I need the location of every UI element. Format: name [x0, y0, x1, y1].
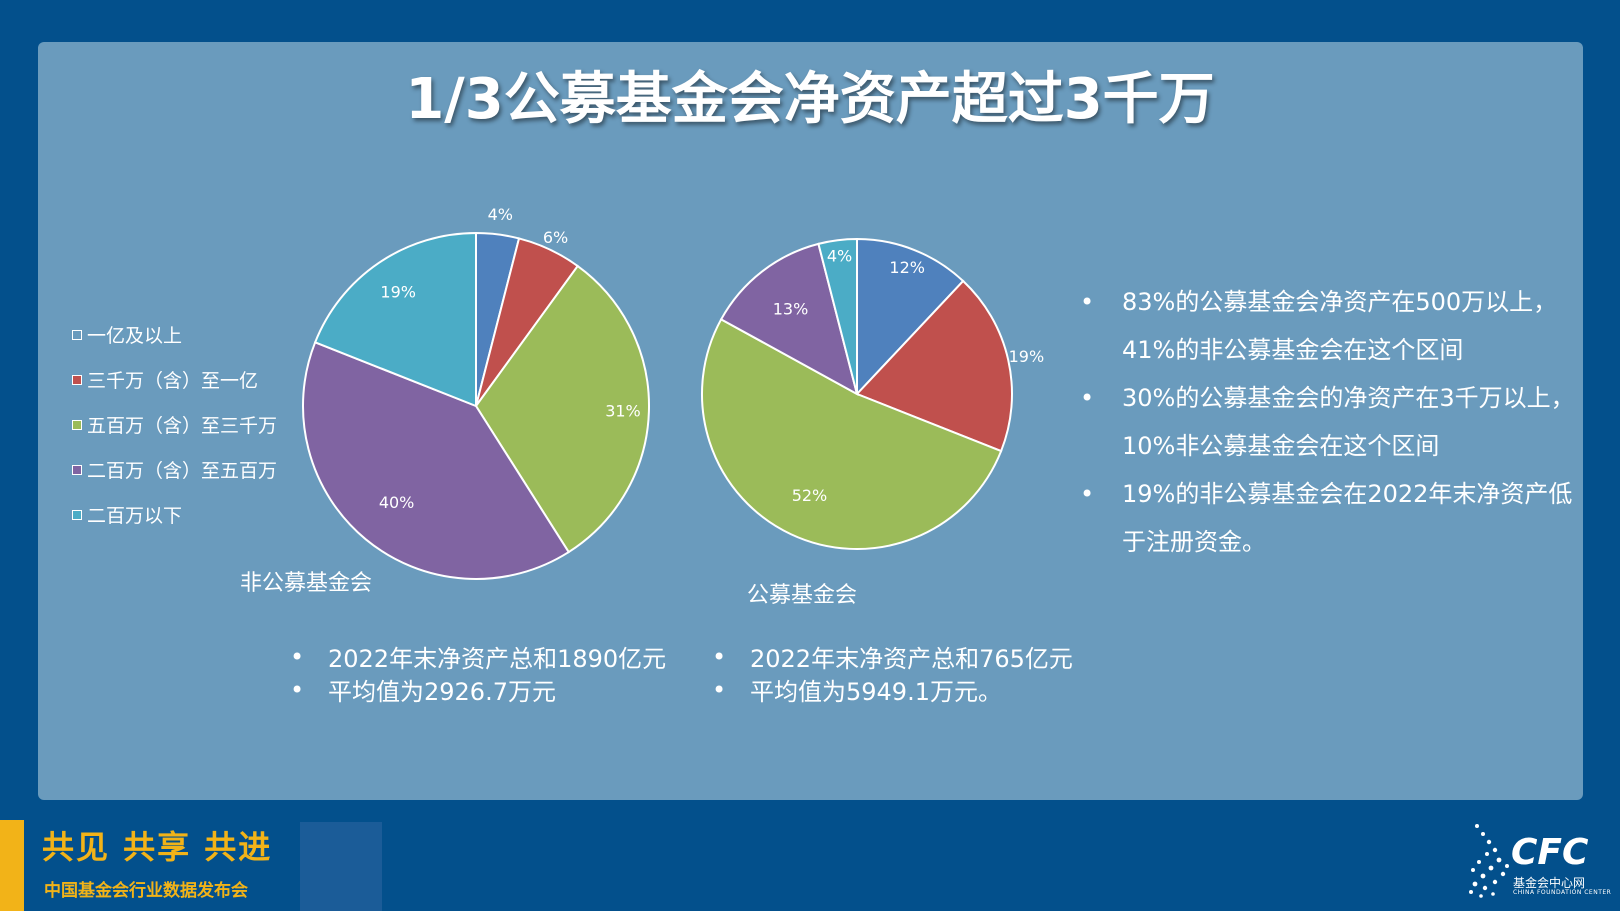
pie-slice	[313, 231, 477, 408]
pie-chart-public: 12% 19% 52% 13% 4%	[701, 237, 1045, 550]
legend-item: 二百万以下	[72, 492, 277, 537]
bullet-dot: •	[290, 675, 305, 704]
legend-label: 二百万（含）至五百万	[87, 460, 278, 482]
legend-item: 三千万（含）至一亿	[72, 357, 277, 402]
finding-item: • 19%的非公募基金会在2022年末净资产低于注册资金。	[1080, 470, 1585, 566]
pie-slice	[302, 341, 571, 580]
finding-item: • 30%的公募基金会的净资产在3千万以上，10%非公募基金会在这个区间	[1080, 374, 1585, 470]
slice-label: 31%	[605, 402, 641, 421]
legend-swatch	[72, 509, 82, 520]
finding-text: 83%的公募基金会净资产在500万以上，41%的非公募基金会在这个区间	[1122, 288, 1558, 364]
legend-swatch	[72, 464, 82, 475]
legend-label: 一亿及以上	[87, 325, 183, 347]
legend: 一亿及以上 三千万（含）至一亿 五百万（含）至三千万 二百万（含）至五百万 二百…	[72, 312, 277, 537]
summary-line: • 平均值为5949.1万元。	[712, 673, 1073, 707]
legend-label: 五百万（含）至三千万	[87, 415, 278, 437]
legend-item: 二百万（含）至五百万	[72, 447, 277, 492]
legend-label: 三千万（含）至一亿	[87, 370, 259, 392]
bullet-dot: •	[712, 642, 727, 671]
finding-item: • 83%的公募基金会净资产在500万以上，41%的非公募基金会在这个区间	[1080, 278, 1585, 374]
slice-label: 4%	[827, 247, 852, 266]
pie-slice	[817, 237, 858, 395]
logo-text: CFC	[1511, 832, 1589, 873]
chart-name-non-public: 非公募基金会	[240, 571, 373, 596]
footer-subtitle: 中国基金会行业数据发布会	[44, 881, 248, 901]
cfc-logo-icon	[1469, 824, 1509, 898]
bullet-dot: •	[1080, 288, 1095, 316]
slice-label: 4%	[488, 205, 513, 224]
legend-item: 五百万（含）至三千万	[72, 402, 277, 447]
pie-slice	[856, 237, 965, 397]
slice-label: 12%	[889, 258, 925, 277]
bullet-dot: •	[1080, 480, 1095, 508]
slice-label: 52%	[792, 486, 828, 505]
non-public-summary: • 2022年末净资产总和1890亿元 • 平均值为2926.7万元	[290, 640, 667, 707]
slice-label: 6%	[543, 228, 568, 247]
summary-line: • 2022年末净资产总和1890亿元	[290, 640, 667, 674]
summary-text: 2022年末净资产总和1890亿元	[328, 645, 667, 673]
slice-label: 13%	[773, 299, 809, 318]
bullet-dot: •	[712, 675, 727, 704]
slide-title: 1/3公募基金会净资产超过3千万	[405, 67, 1215, 132]
pie-slice	[719, 242, 859, 396]
chart-name-public: 公募基金会	[747, 583, 858, 608]
footer-accent-bar	[0, 820, 24, 911]
legend-swatch	[72, 374, 82, 385]
summary-text: 平均值为2926.7万元	[328, 678, 556, 706]
legend-swatch	[72, 419, 82, 430]
legend-label: 二百万以下	[87, 505, 183, 527]
slice-label: 19%	[1009, 347, 1045, 366]
finding-text: 30%的公募基金会的净资产在3千万以上，10%非公募基金会在这个区间	[1122, 384, 1575, 460]
summary-line: • 2022年末净资产总和765亿元	[712, 640, 1073, 674]
summary-text: 2022年末净资产总和765亿元	[750, 645, 1073, 673]
finding-text: 19%的非公募基金会在2022年末净资产低于注册资金。	[1122, 480, 1573, 556]
logo-english: CHINA FOUNDATION CENTER	[1513, 889, 1612, 896]
logo-subtitle: 基金会中心网	[1513, 876, 1586, 890]
summary-text: 平均值为5949.1万元。	[750, 678, 1002, 706]
public-summary: • 2022年末净资产总和765亿元 • 平均值为5949.1万元。	[712, 640, 1073, 707]
summary-line: • 平均值为2926.7万元	[290, 673, 666, 707]
footer-block	[300, 822, 382, 911]
bullet-dot: •	[1080, 384, 1095, 412]
footer-slogan: 共见 共享 共进	[42, 828, 273, 866]
legend-item: 一亿及以上	[72, 312, 277, 357]
pie-slice	[701, 317, 1003, 550]
slice-label: 19%	[380, 283, 416, 302]
slice-label: 40%	[379, 493, 415, 512]
key-findings: • 83%的公募基金会净资产在500万以上，41%的非公募基金会在这个区间 • …	[1080, 278, 1585, 566]
bullet-dot: •	[290, 642, 305, 671]
pie-slice	[474, 264, 650, 554]
legend-swatch	[72, 329, 82, 340]
pie-chart-non-public: 4% 6% 31% 40% 19%	[302, 205, 650, 580]
